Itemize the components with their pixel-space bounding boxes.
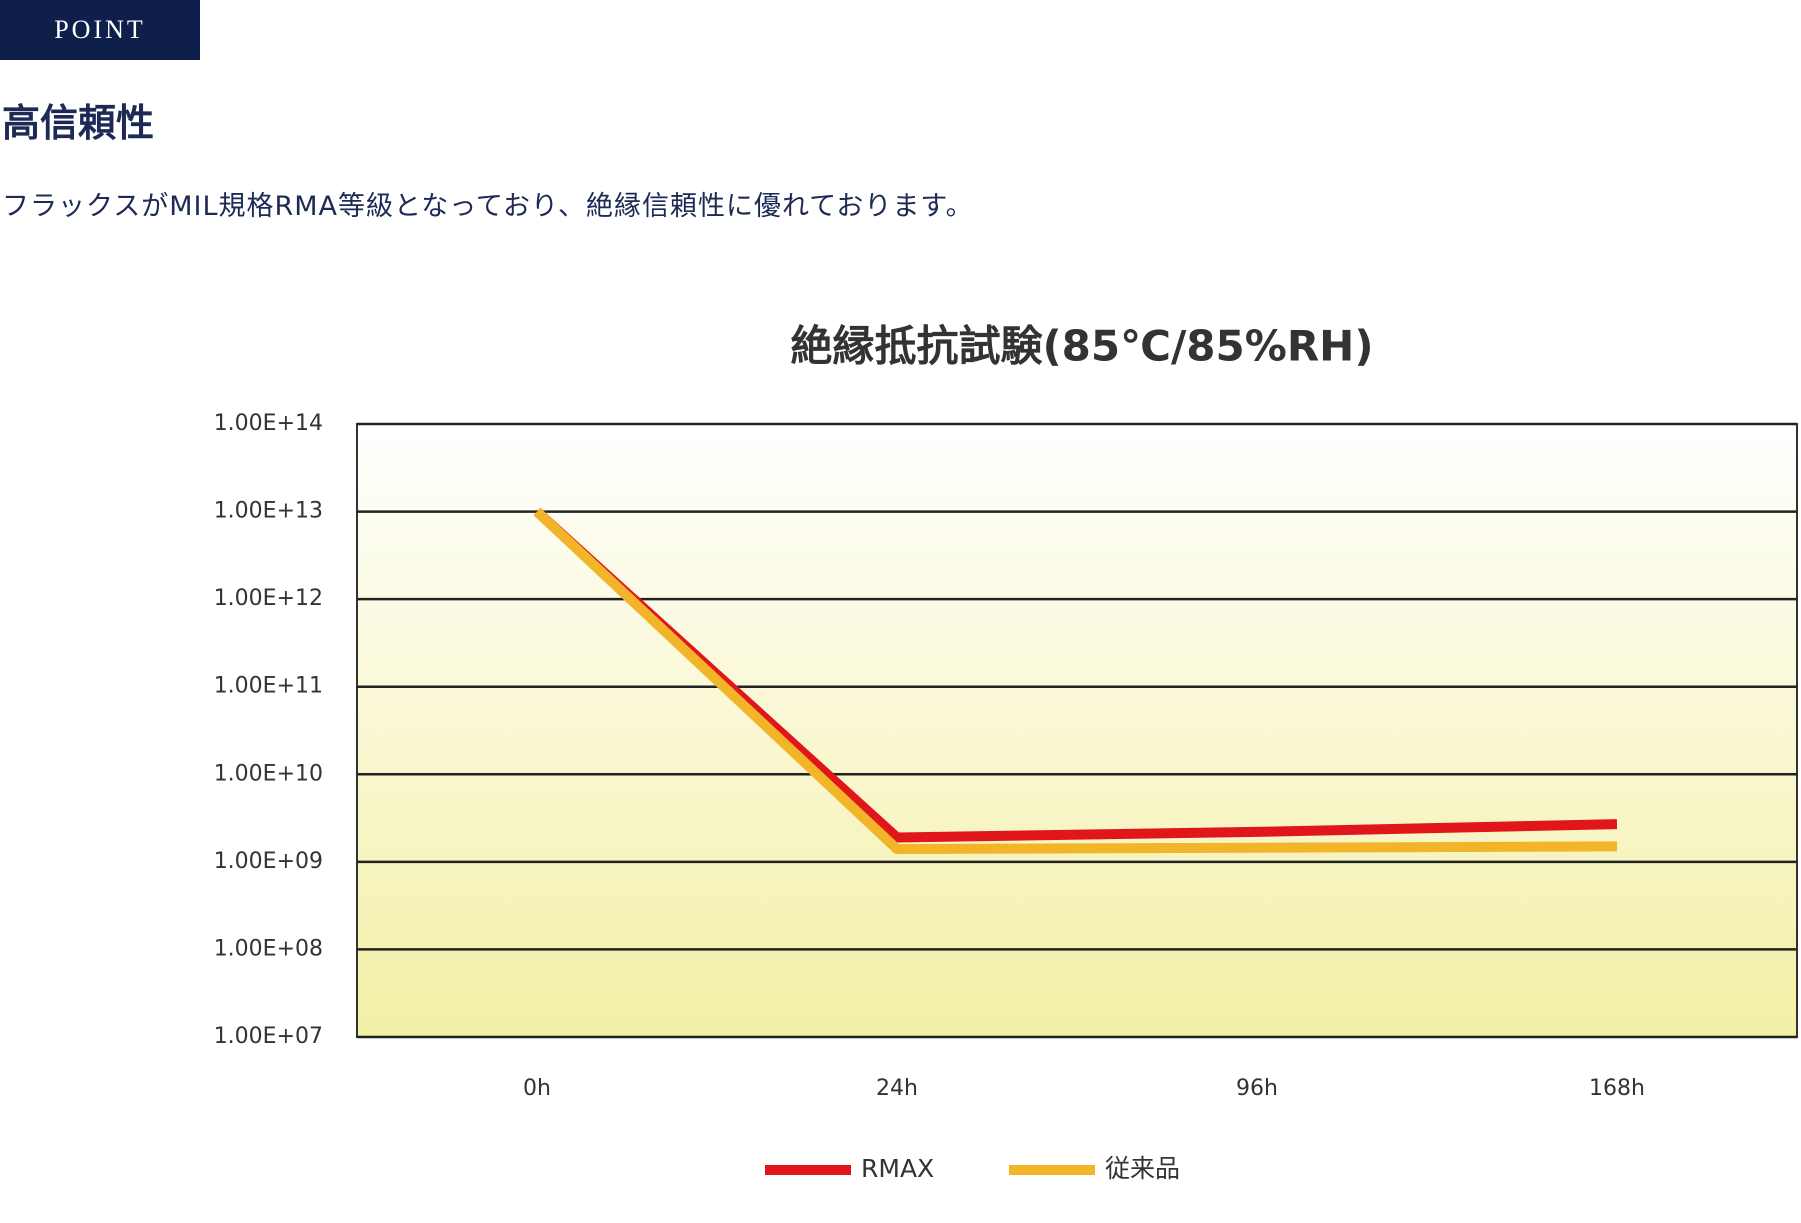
chart-title: 絶縁抵抗試験(85℃/85%RH): [790, 322, 1373, 371]
y-tick-label: 1.00E+09: [214, 849, 323, 874]
x-tick-label: 168h: [1589, 1076, 1645, 1101]
y-tick-label: 1.00E+08: [214, 936, 323, 961]
x-tick-label: 24h: [876, 1076, 918, 1101]
y-tick-label: 1.00E+07: [214, 1024, 323, 1049]
legend-label: RMAX: [861, 1154, 934, 1183]
legend-label: 従来品: [1105, 1154, 1180, 1183]
point-badge: POINT: [0, 0, 200, 60]
plot-area: [356, 423, 1798, 1038]
data-line: [533, 507, 1618, 855]
y-tick-label: 1.00E+10: [214, 761, 323, 786]
x-tick-label: 0h: [523, 1076, 551, 1101]
y-tick-label: 1.00E+14: [214, 411, 323, 436]
x-tick-label: 96h: [1236, 1076, 1278, 1101]
y-tick-label: 1.00E+12: [214, 586, 323, 611]
description: フラックスがMIL規格RMA等級となっており、絶縁信頼性に優れております。: [2, 191, 974, 222]
y-tick-label: 1.00E+11: [214, 674, 323, 699]
y-tick-label: 1.00E+13: [214, 499, 323, 524]
section-title: 高信頼性: [2, 100, 155, 145]
